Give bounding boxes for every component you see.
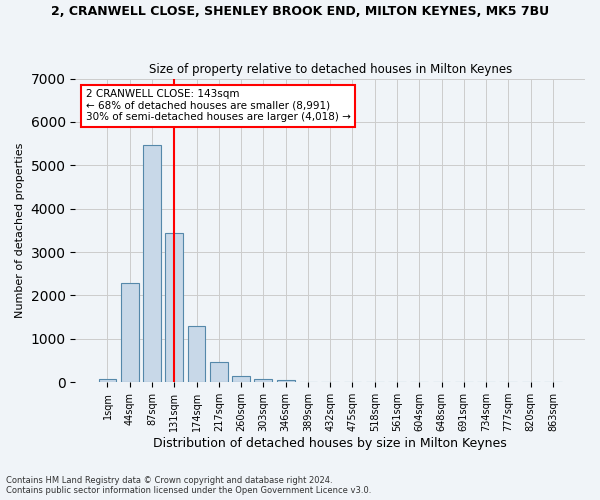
Bar xyxy=(277,380,295,382)
X-axis label: Distribution of detached houses by size in Milton Keynes: Distribution of detached houses by size … xyxy=(154,437,507,450)
Bar xyxy=(188,326,205,382)
Y-axis label: Number of detached properties: Number of detached properties xyxy=(15,142,25,318)
Bar xyxy=(254,379,272,382)
Text: 2, CRANWELL CLOSE, SHENLEY BROOK END, MILTON KEYNES, MK5 7BU: 2, CRANWELL CLOSE, SHENLEY BROOK END, MI… xyxy=(51,5,549,18)
Bar xyxy=(210,362,228,382)
Bar xyxy=(232,376,250,382)
Text: Contains HM Land Registry data © Crown copyright and database right 2024.
Contai: Contains HM Land Registry data © Crown c… xyxy=(6,476,371,495)
Bar xyxy=(166,234,183,382)
Bar xyxy=(98,379,116,382)
Bar xyxy=(121,284,139,382)
Bar xyxy=(143,145,161,382)
Title: Size of property relative to detached houses in Milton Keynes: Size of property relative to detached ho… xyxy=(149,63,512,76)
Text: 2 CRANWELL CLOSE: 143sqm
← 68% of detached houses are smaller (8,991)
30% of sem: 2 CRANWELL CLOSE: 143sqm ← 68% of detach… xyxy=(86,89,350,122)
